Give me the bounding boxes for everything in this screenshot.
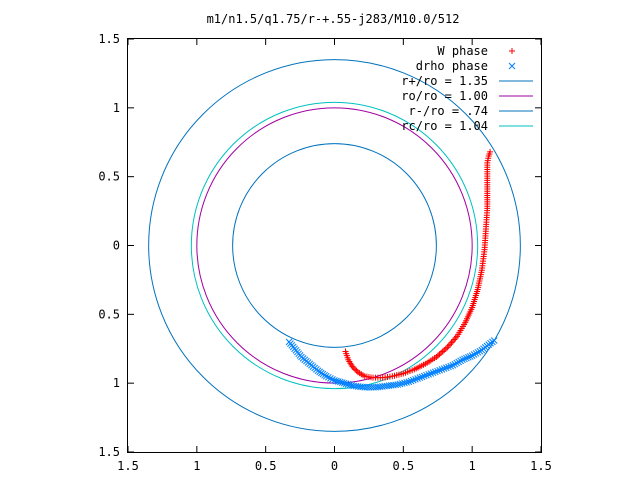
w-phase-point <box>444 344 451 351</box>
drho-phase-point <box>331 377 338 384</box>
drho-phase-point <box>335 378 342 385</box>
legend-marker <box>509 48 515 54</box>
drho-phase-point <box>324 373 332 381</box>
drho-phase-point <box>344 380 352 388</box>
drho-phase-point <box>342 380 350 388</box>
legend-label: drho phase <box>416 59 488 73</box>
x-tick-label: 0.5 <box>255 459 277 473</box>
reference-circles <box>148 59 521 432</box>
drho-phase-point <box>429 369 437 377</box>
drho-phase-point <box>327 374 334 382</box>
drho-phase-point <box>427 370 435 377</box>
reference-circle <box>190 101 479 390</box>
y-tick-label: 1 <box>113 101 120 115</box>
drho-phase-point <box>457 357 464 365</box>
drho-phase-point <box>407 377 415 385</box>
drho-phase-point <box>416 374 424 382</box>
w-phase-point <box>352 366 359 373</box>
y-tick-label: 1 <box>113 376 120 390</box>
w-phase-point <box>447 341 454 348</box>
drho-phase-point <box>405 378 413 386</box>
legend-label: ro/ro = 1.00 <box>401 89 488 103</box>
drho-phase-point <box>329 376 336 383</box>
drho-phase-point <box>420 372 428 380</box>
drho-phase-point <box>409 376 417 384</box>
w-phase-point <box>441 347 448 354</box>
drho-phase-point <box>463 354 470 362</box>
drho-phase-point <box>425 371 433 378</box>
w-phase-point <box>451 336 458 343</box>
legend-label: r-/ro = .74 <box>409 104 488 118</box>
plot-frame <box>127 38 542 453</box>
drho-phase-point <box>445 363 452 371</box>
drho-phase-point <box>414 375 422 382</box>
w-phase-point <box>487 148 494 155</box>
w-phase-point <box>445 342 452 349</box>
drho-phase-point <box>490 337 498 344</box>
reference-circle <box>196 107 473 384</box>
x-tick-label: 1.5 <box>530 459 552 473</box>
x-tick-label: 1.5 <box>117 459 139 473</box>
drho-phase-point <box>423 371 430 379</box>
drho-phase-point <box>418 373 426 381</box>
w-phase-point <box>448 339 455 346</box>
y-tick-label: 1.5 <box>98 445 120 459</box>
drho-phase-point <box>403 378 410 386</box>
w-phase-point <box>449 338 456 345</box>
w-phase-point <box>350 365 357 372</box>
drho-phase-point <box>468 352 476 359</box>
drho-phase-point <box>412 375 419 383</box>
legend-label: rc/ro = 1.04 <box>401 119 488 133</box>
reference-circle <box>148 59 521 432</box>
w-phase-point <box>349 363 356 370</box>
drho-phase-point <box>431 368 439 376</box>
y-tick-label: 1.5 <box>98 32 120 46</box>
chart-title: m1/n1.5/q1.75/r-+.55-j283/M10.0/512 <box>207 12 460 26</box>
w-phase-point <box>442 345 449 352</box>
drho-phase-point <box>442 364 450 372</box>
legend-marker <box>508 62 516 70</box>
drho-phase-point <box>434 367 441 375</box>
drho-phase-point <box>472 350 480 357</box>
drho-phase-point <box>436 366 444 374</box>
y-tick-label: 0.5 <box>98 307 120 321</box>
drho-phase-point <box>461 355 468 363</box>
w-phase-point <box>436 351 443 358</box>
drho-phase-point <box>338 379 346 386</box>
drho-phase-point <box>336 378 344 386</box>
drho-phase-point <box>346 381 354 389</box>
axis-ticks: 1.5 1 0.5 0 0.5 1 1.51.510.500.511.5 <box>98 32 552 473</box>
drho-phase-point <box>447 362 455 370</box>
drho-phase-point <box>438 366 446 373</box>
w-phase-point <box>353 367 360 374</box>
legend-label: r+/ro = 1.35 <box>401 74 488 88</box>
drho-phase-point <box>455 358 463 366</box>
w-phase-point <box>439 348 446 355</box>
x-tick-label: 0 <box>331 459 338 473</box>
y-tick-label: 0.5 <box>98 170 120 184</box>
y-tick-label: 0 <box>113 239 120 253</box>
drho-phase-point <box>476 347 484 355</box>
drho-phase-point <box>440 365 448 372</box>
drho-phase-point <box>451 360 459 368</box>
drho-phase-point <box>470 351 478 358</box>
reference-circle <box>232 143 437 348</box>
x-tick-label: 1 <box>469 459 476 473</box>
data-markers <box>285 148 498 391</box>
drho-phase-point <box>474 348 482 356</box>
w-phase-point <box>438 349 445 356</box>
drho-phase-point <box>322 372 330 380</box>
drho-phase-point <box>333 377 340 385</box>
drho-phase-point <box>459 356 466 364</box>
drho-phase-point <box>464 353 472 361</box>
legend-label: W phase <box>437 44 488 58</box>
x-tick-label: 0.5 <box>392 459 414 473</box>
drho-phase-point <box>449 361 457 369</box>
drho-phase-point <box>466 353 474 360</box>
x-tick-label: 1 <box>193 459 200 473</box>
drho-phase-point <box>453 359 461 367</box>
drho-phase-point <box>340 379 348 387</box>
